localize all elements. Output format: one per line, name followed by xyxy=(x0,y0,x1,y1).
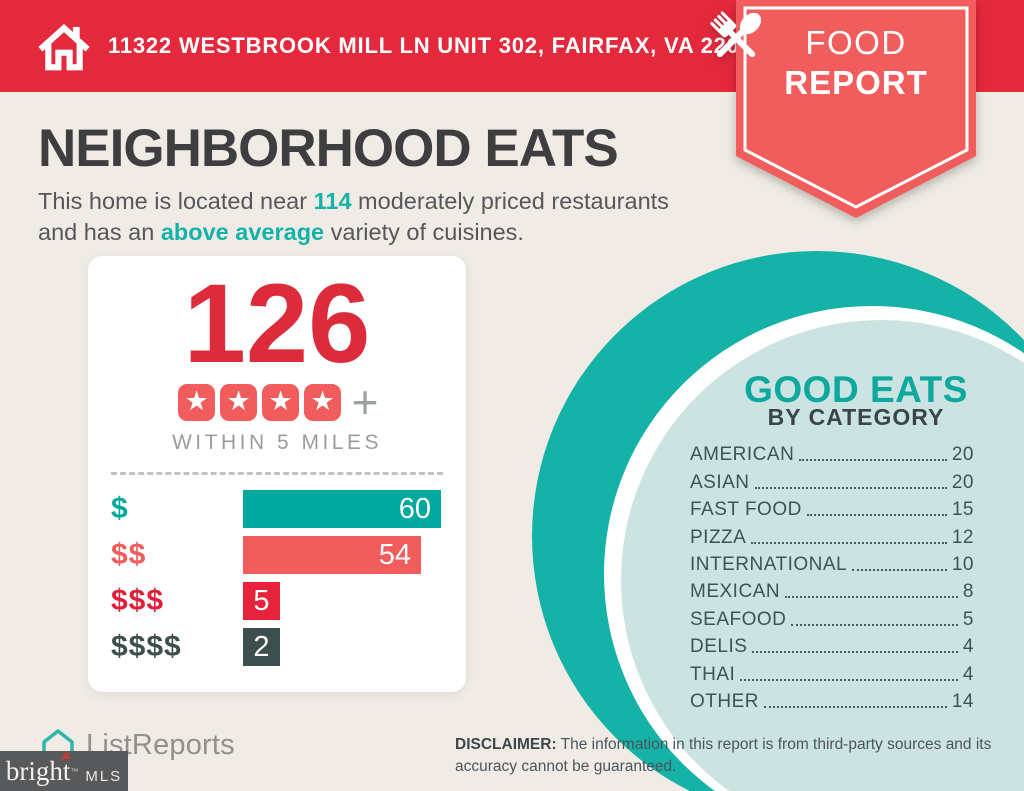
category-count: 10 xyxy=(951,553,974,575)
restaurant-stats-card: 126 ★ ★ ★ ★ + WITHIN 5 MILES $60 $$ 54 $$$ 5 $$$$… xyxy=(88,256,466,692)
category-name: THAI xyxy=(690,663,736,685)
good-eats-subtitle: BY CATEGORY xyxy=(767,404,945,430)
bright-wordmark: bright xyxy=(5,755,71,786)
category-row: THAI 4 xyxy=(690,660,974,687)
bright-mls-name: bright xyxy=(5,750,72,786)
dotted-leader xyxy=(791,623,958,626)
dotted-leader xyxy=(751,541,947,544)
dashed-divider xyxy=(111,472,443,475)
category-row: PIZZA 12 xyxy=(690,523,974,550)
bar-value: 60 xyxy=(398,492,431,525)
plus-icon: + xyxy=(351,376,379,428)
category-name: SEAFOOD xyxy=(690,608,787,630)
bar-track: 54 xyxy=(243,536,443,574)
page-title: NEIGHBORHOOD EATS xyxy=(38,119,619,178)
disclaimer: DISCLAIMER: The information in this repo… xyxy=(455,734,1000,777)
category-count: 4 xyxy=(962,663,974,685)
bar-row: $$$ 5 xyxy=(111,582,443,620)
price-tier-bar-chart: $60 $$ 54 $$$ 5 $$$$ 2 xyxy=(111,490,443,666)
mls-suffix: MLS xyxy=(85,767,123,785)
star-icon: ★ xyxy=(262,383,300,421)
dotted-leader xyxy=(785,596,958,599)
category-list: AMERICAN 20 ASIAN 20 FAST FOOD 15 PIZZA 12 INTER… xyxy=(690,441,974,715)
category-row: DELIS 4 xyxy=(690,633,974,660)
category-count: 14 xyxy=(951,690,974,712)
bar-row: $$ 54 xyxy=(111,536,443,574)
star-icon: ★ xyxy=(304,383,342,421)
bar-fill: 5 xyxy=(243,582,280,620)
category-name: MEXICAN xyxy=(690,581,781,603)
dotted-leader xyxy=(852,568,947,571)
subtitle-pre: This home is located near xyxy=(38,188,314,214)
bar-value: 5 xyxy=(253,584,270,617)
price-tier-label: $$$$ xyxy=(111,630,182,663)
dotted-leader xyxy=(752,651,958,654)
category-row: INTERNATIONAL 10 xyxy=(690,551,974,578)
category-name: ASIAN xyxy=(690,471,750,493)
trademark-symbol: ™ xyxy=(70,766,79,776)
home-icon xyxy=(38,23,90,71)
food-report-badge: FOOD REPORT xyxy=(710,0,976,218)
bar-fill: 54 xyxy=(243,536,421,574)
category-name: AMERICAN xyxy=(690,444,795,466)
total-restaurants: 126 xyxy=(183,261,371,386)
category-row: MEXICAN 8 xyxy=(690,578,974,605)
badge-line2: REPORT xyxy=(784,64,928,101)
dotted-leader xyxy=(764,705,947,708)
page-subtitle: This home is located near 114 moderately… xyxy=(38,186,714,249)
category-count: 4 xyxy=(962,636,974,658)
dotted-leader xyxy=(806,514,947,517)
variety-highlight: above average xyxy=(160,219,325,246)
category-count: 8 xyxy=(962,581,974,603)
house-logo-icon xyxy=(42,729,74,762)
restaurant-count: 114 xyxy=(313,188,352,214)
bar-fill: 2 xyxy=(243,628,280,666)
bar-fill: 60 xyxy=(243,490,441,528)
dotted-leader xyxy=(754,486,947,489)
radius-caption: WITHIN 5 MILES xyxy=(171,431,383,454)
category-name: OTHER xyxy=(690,690,759,712)
category-row: ASIAN 20 xyxy=(690,468,974,495)
category-name: DELIS xyxy=(690,636,748,658)
category-name: FAST FOOD xyxy=(690,499,802,521)
category-count: 12 xyxy=(951,526,974,548)
price-tier-label: $$ xyxy=(111,538,147,571)
bar-value: 54 xyxy=(378,538,411,571)
dotted-leader xyxy=(740,678,958,681)
bar-row: $$$$ 2 xyxy=(111,628,443,666)
badge-shape xyxy=(736,0,976,218)
bar-row: $60 xyxy=(111,490,443,528)
star-icon: ★ xyxy=(220,383,258,421)
category-row: FAST FOOD 15 xyxy=(690,496,974,523)
category-count: 15 xyxy=(951,499,974,521)
category-count: 20 xyxy=(951,444,974,466)
price-tier-label: $ xyxy=(111,492,129,525)
bright-mls-logo: bright ™ MLS xyxy=(0,750,128,791)
category-name: INTERNATIONAL xyxy=(690,553,848,575)
caret-icon xyxy=(61,750,72,759)
star-icon: ★ xyxy=(178,383,216,421)
category-row: SEAFOOD 5 xyxy=(690,605,974,632)
category-name: PIZZA xyxy=(690,526,747,548)
category-count: 20 xyxy=(951,471,974,493)
disclaimer-label: DISCLAIMER: xyxy=(455,736,557,753)
bar-track: 5 xyxy=(243,582,443,620)
bar-track: 2 xyxy=(243,628,443,666)
subtitle-mid: moderately priced restaurants and has an xyxy=(38,188,669,246)
property-address: 11322 WESTBROOK MILL LN UNIT 302, FAIRFA… xyxy=(108,33,766,58)
category-count: 5 xyxy=(962,608,974,630)
category-row: AMERICAN 20 xyxy=(690,441,974,468)
badge-title: FOOD REPORT xyxy=(736,24,976,102)
bar-track: 60 xyxy=(243,490,443,528)
dotted-leader xyxy=(799,459,947,462)
utensils-icon xyxy=(710,11,762,58)
badge-line1: FOOD xyxy=(805,24,907,61)
bar-value: 2 xyxy=(253,630,270,663)
star-rating: ★ ★ ★ ★ + xyxy=(88,376,466,428)
price-tier-label: $$$ xyxy=(111,584,165,617)
subtitle-post: variety of cuisines. xyxy=(324,219,524,246)
category-row: OTHER 14 xyxy=(690,688,974,715)
